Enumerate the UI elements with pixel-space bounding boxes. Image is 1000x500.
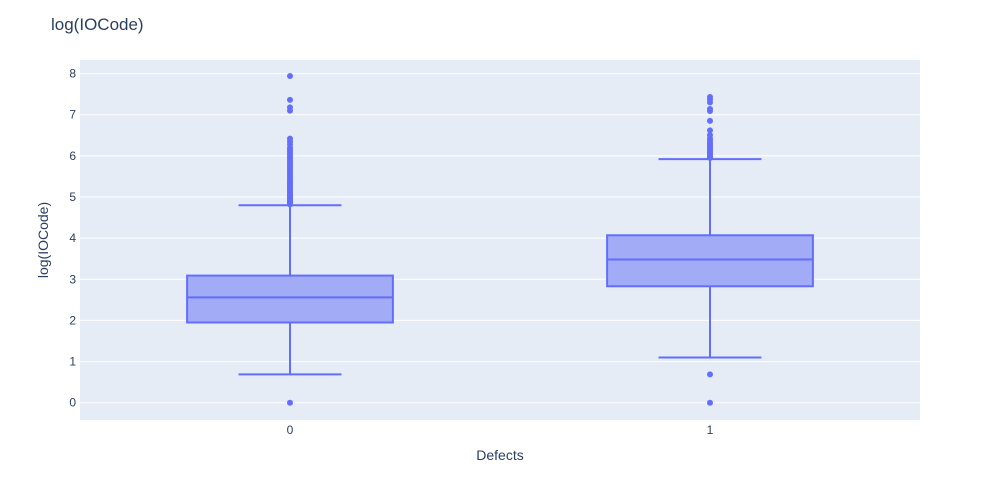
outlier-point: [707, 132, 713, 139]
y-tick-label: 7: [69, 108, 76, 122]
iqr-box: [606, 234, 814, 288]
x-tick-label: 0: [287, 423, 294, 437]
y-tick-label: 2: [69, 313, 76, 327]
outlier-point: [707, 399, 713, 406]
outlier-point: [707, 117, 713, 124]
y-tick-label: 6: [69, 149, 76, 163]
outlier-point: [287, 104, 293, 111]
y-tick-labels: 0 1 2 3 4 5 6 7 8: [69, 67, 76, 410]
y-tick-label: 1: [69, 355, 76, 369]
x-axis-title: Defects: [476, 447, 523, 463]
boxes: [186, 73, 814, 406]
y-tick-label: 3: [69, 272, 76, 286]
y-axis-title: log(IOCode): [35, 202, 51, 278]
y-tick-label: 0: [69, 396, 76, 410]
x-tick-label: 1: [707, 423, 714, 437]
outlier-point: [707, 371, 713, 378]
outlier-point: [287, 135, 293, 142]
y-tick-label: 8: [69, 67, 76, 81]
outlier-point: [287, 73, 293, 80]
y-tick-label: 4: [69, 231, 76, 245]
outlier-point: [287, 96, 293, 103]
outlier-point: [707, 105, 713, 112]
outlier-point: [707, 94, 713, 101]
y-tick-label: 5: [69, 190, 76, 204]
box-0: [186, 73, 394, 406]
outlier-point: [287, 399, 293, 406]
box-1: [606, 94, 814, 406]
outlier-point: [707, 127, 713, 134]
chart-title: log(IOCode): [51, 15, 144, 34]
iqr-box: [186, 274, 394, 324]
